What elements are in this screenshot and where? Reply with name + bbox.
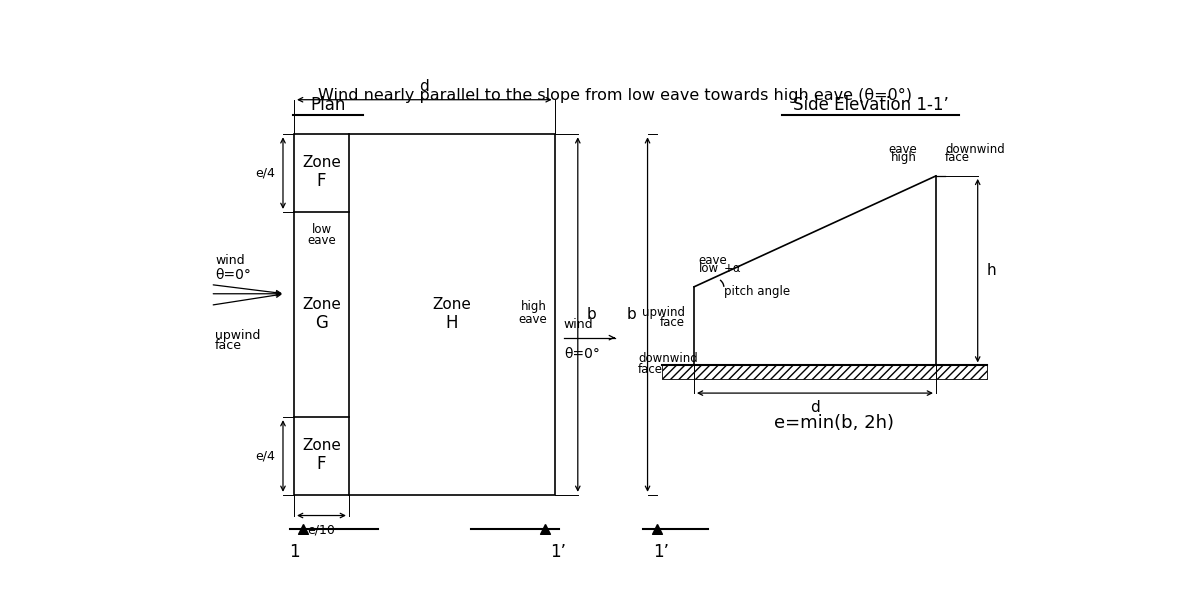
Text: high: high	[892, 151, 917, 164]
Text: e/10: e/10	[307, 524, 336, 537]
Text: downwind: downwind	[638, 352, 698, 365]
Text: Side Elevation 1-1’: Side Elevation 1-1’	[793, 95, 949, 113]
Text: 1: 1	[289, 543, 300, 561]
Text: H: H	[445, 314, 458, 332]
Text: upwind: upwind	[215, 329, 260, 342]
Text: d: d	[810, 400, 820, 415]
Bar	[661, 365, 986, 379]
Text: eave: eave	[518, 313, 547, 326]
Text: face: face	[946, 151, 970, 164]
Text: eave: eave	[698, 254, 727, 266]
Text: face: face	[660, 316, 685, 329]
Text: face: face	[215, 340, 242, 352]
Text: Zone: Zone	[432, 297, 472, 312]
Text: wind: wind	[564, 318, 594, 331]
Text: b: b	[626, 307, 636, 322]
Text: d: d	[420, 79, 430, 94]
Text: Plan: Plan	[311, 95, 346, 113]
Text: Zone: Zone	[302, 297, 341, 312]
Text: F: F	[317, 172, 326, 190]
Text: θ=0°: θ=0°	[215, 268, 251, 282]
Text: e/4: e/4	[256, 167, 276, 179]
Text: e=min(b, 2h): e=min(b, 2h)	[774, 414, 894, 432]
Text: Wind nearly parallel to the slope from low eave towards high eave (θ=0°): Wind nearly parallel to the slope from l…	[318, 88, 912, 103]
Text: downwind: downwind	[946, 143, 1004, 155]
Text: wind: wind	[215, 254, 245, 266]
Text: low: low	[312, 223, 331, 236]
Text: e/4: e/4	[256, 449, 276, 463]
Text: 1’: 1’	[653, 543, 670, 561]
Text: h: h	[986, 263, 997, 278]
Text: Zone: Zone	[302, 439, 341, 454]
Text: b: b	[587, 307, 596, 322]
Text: F: F	[317, 455, 326, 473]
Text: eave: eave	[307, 234, 336, 247]
Text: G: G	[316, 314, 328, 332]
Text: 1’: 1’	[550, 543, 566, 561]
Text: +α: +α	[724, 262, 742, 275]
Text: upwind: upwind	[642, 306, 685, 319]
Text: low: low	[698, 262, 719, 275]
Text: high: high	[521, 300, 547, 313]
Text: pitch angle: pitch angle	[724, 284, 790, 298]
Text: eave: eave	[888, 143, 917, 155]
Text: Zone: Zone	[302, 155, 341, 170]
Text: θ=0°: θ=0°	[564, 347, 600, 361]
Text: face: face	[638, 362, 664, 376]
